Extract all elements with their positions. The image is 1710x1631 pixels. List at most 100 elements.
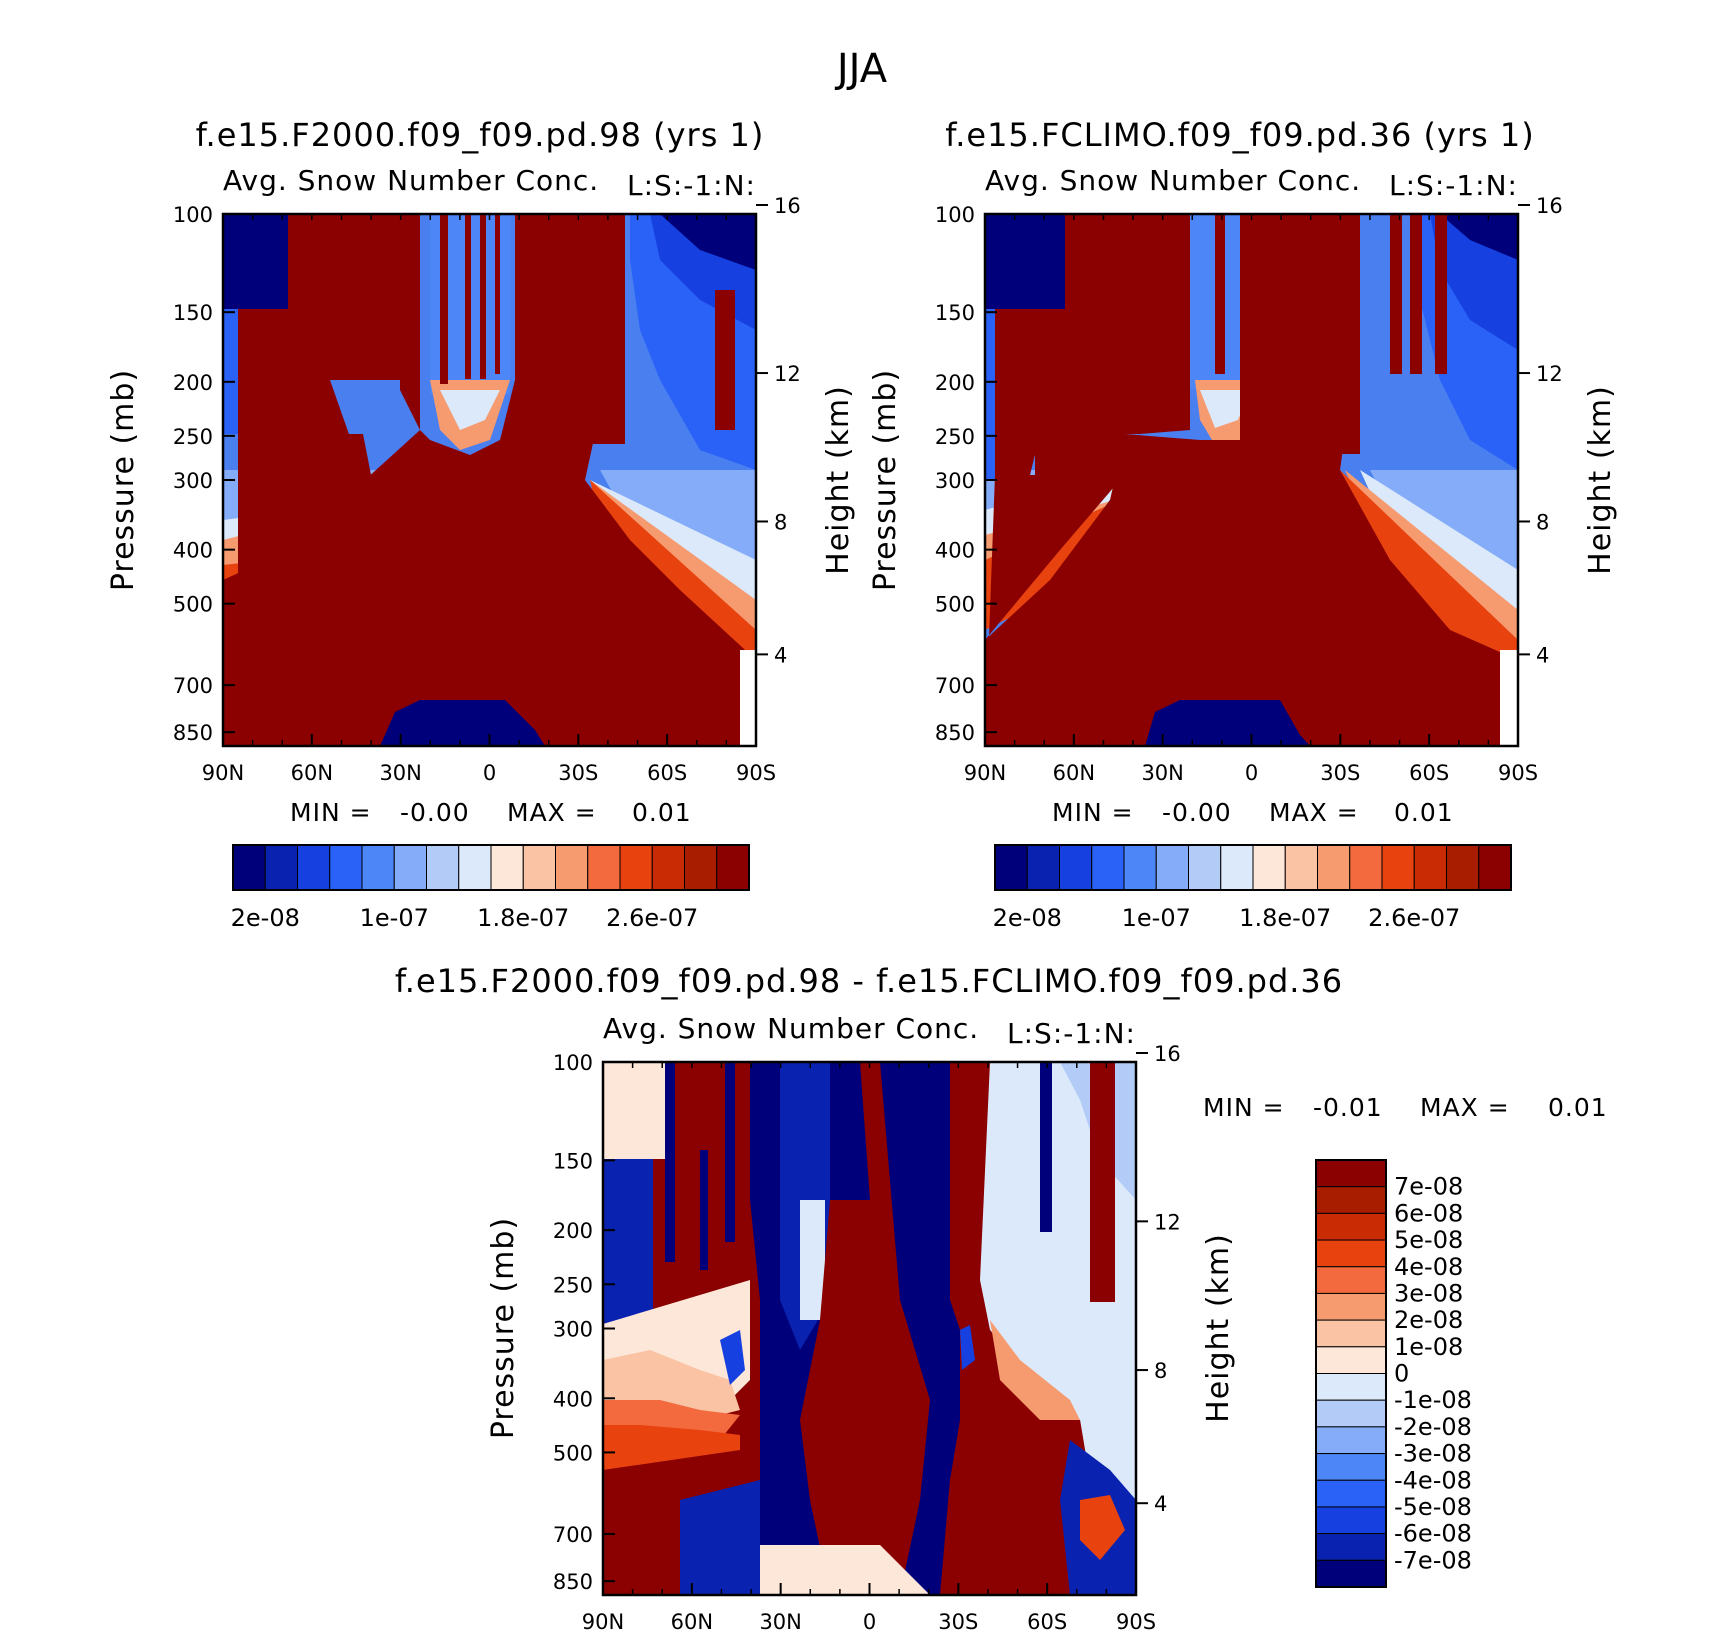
colorbar-swatch — [1026, 844, 1060, 891]
colorbar-swatch — [1315, 1186, 1387, 1214]
colorbar-swatch — [1315, 1506, 1387, 1535]
y2-tick-label: 12 — [774, 362, 801, 386]
colorbar-label: 3e-08 — [1394, 1279, 1463, 1307]
colorbar-label: -4e-08 — [1394, 1466, 1472, 1494]
field-band — [440, 390, 500, 430]
colorbar-swatch — [716, 844, 750, 891]
x-tick-label: 60N — [1053, 761, 1095, 785]
colorbar-swatch — [994, 844, 1028, 891]
field-band — [465, 214, 471, 379]
colorbar-swatch — [264, 844, 298, 891]
panel-left-field — [223, 214, 756, 746]
y-tick-label: 300 — [935, 469, 975, 493]
colorbar-label: 7e-08 — [1394, 1173, 1463, 1201]
colorbar-swatch — [361, 844, 395, 891]
panel-left-max-label: MAX = — [507, 798, 597, 827]
field-band — [495, 214, 500, 374]
colorbar-swatch — [1091, 844, 1125, 891]
x-tick-label: 0 — [863, 1610, 876, 1631]
x-tick-label: 0 — [483, 761, 496, 785]
y-tick-label: 150 — [553, 1149, 593, 1173]
panel-right-y2label: Height (km) — [1583, 385, 1618, 575]
panel-diff-title: f.e15.F2000.f09_f09.pd.98 - f.e15.FCLIMO… — [395, 962, 1343, 1000]
colorbar-frame — [232, 844, 750, 891]
y-tick-label: 250 — [935, 425, 975, 449]
y2-tick-label: 4 — [774, 643, 787, 667]
field-band — [725, 1062, 735, 1242]
panel-right-max-label: MAX = — [1269, 798, 1359, 827]
panel-left-min-label: MIN = — [290, 798, 372, 827]
panel-diff-min: -0.01 — [1313, 1093, 1383, 1122]
field-band — [603, 1062, 665, 1159]
colorbar-swatch — [555, 844, 589, 891]
field-band — [800, 1200, 825, 1320]
y-tick-label: 200 — [935, 371, 975, 395]
x-tick-label: 90N — [964, 761, 1006, 785]
field-band — [590, 480, 756, 665]
x-tick-label: 30N — [759, 1610, 801, 1631]
y-tick-label: 400 — [935, 539, 975, 563]
colorbar-label: -6e-08 — [1394, 1520, 1472, 1548]
colorbar-swatch — [1252, 844, 1286, 891]
colorbar-swatch — [1315, 1239, 1387, 1268]
colorbar-swatch — [329, 844, 363, 891]
field-band — [223, 309, 238, 434]
x-tick-label: 60N — [671, 1610, 713, 1631]
y2-tick-label: 8 — [1536, 510, 1549, 534]
panel-diff-subtitle: Avg. Snow Number Conc. — [603, 1012, 979, 1045]
panel-right-ylabel: Pressure (mb) — [868, 369, 903, 591]
panel-diff-field — [603, 1062, 1136, 1595]
y2-tick-label: 8 — [1154, 1359, 1167, 1383]
field-band — [380, 700, 545, 746]
panel-diff-max: 0.01 — [1548, 1093, 1608, 1122]
colorbar-swatch — [1315, 1373, 1387, 1401]
colorbar-label: 6e-08 — [1394, 1199, 1463, 1227]
colorbar-swatch — [1123, 844, 1157, 891]
field-band — [515, 214, 625, 444]
y-tick-label: 300 — [553, 1318, 593, 1342]
colorbar-label: 4e-08 — [1394, 1253, 1463, 1281]
x-tick-label: 60S — [1027, 1610, 1067, 1631]
y2-tick-label: 4 — [1536, 643, 1549, 667]
field-band — [760, 1545, 930, 1595]
colorbar-swatch — [1315, 1159, 1387, 1188]
field-band — [715, 290, 735, 430]
colorbar-swatch — [1188, 844, 1222, 891]
colorbar-label: 1e-07 — [1122, 904, 1191, 932]
colorbar-swatch — [297, 844, 331, 891]
y2-tick-label: 16 — [1154, 1042, 1181, 1066]
panel-left-subtitle: Avg. Snow Number Conc. — [223, 164, 599, 197]
y-tick-label: 100 — [173, 203, 213, 227]
x-tick-label: 60S — [647, 761, 687, 785]
colorbar-swatch — [1315, 1212, 1387, 1241]
y2-tick-label: 4 — [1154, 1492, 1167, 1516]
field-band — [995, 214, 1190, 475]
field-band — [1145, 700, 1310, 746]
colorbar-label: -7e-08 — [1394, 1546, 1472, 1574]
colorbar-label: 1e-08 — [1394, 1333, 1463, 1361]
y-tick-label: 100 — [553, 1051, 593, 1075]
field-band — [1500, 650, 1518, 746]
field-band — [1090, 1062, 1115, 1302]
colorbar-swatch — [619, 844, 653, 891]
y-tick-label: 500 — [553, 1441, 593, 1465]
panel-right-title: f.e15.FCLIMO.f09_f09.pd.36 (yrs 1) — [945, 116, 1534, 154]
field-band — [665, 1062, 675, 1262]
panel-right-units: L:S:-1:N: — [1389, 169, 1518, 202]
field-band — [985, 434, 1125, 746]
field-band — [1410, 214, 1422, 374]
colorbar-swatch — [1315, 1479, 1387, 1508]
figure-title: JJA — [834, 46, 888, 92]
colorbar-swatch — [232, 844, 266, 891]
y-tick-label: 200 — [553, 1219, 593, 1243]
colorbar-label: 2.6e-07 — [606, 904, 698, 932]
field-band — [700, 1150, 708, 1270]
field-band — [720, 1330, 745, 1385]
colorbar-label: 2e-08 — [231, 904, 300, 932]
panel-left-max: 0.01 — [632, 798, 692, 827]
y-tick-label: 500 — [935, 593, 975, 617]
field-band — [800, 1200, 920, 1595]
colorbar-swatch — [1381, 844, 1415, 891]
colorbar-swatch — [426, 844, 460, 891]
